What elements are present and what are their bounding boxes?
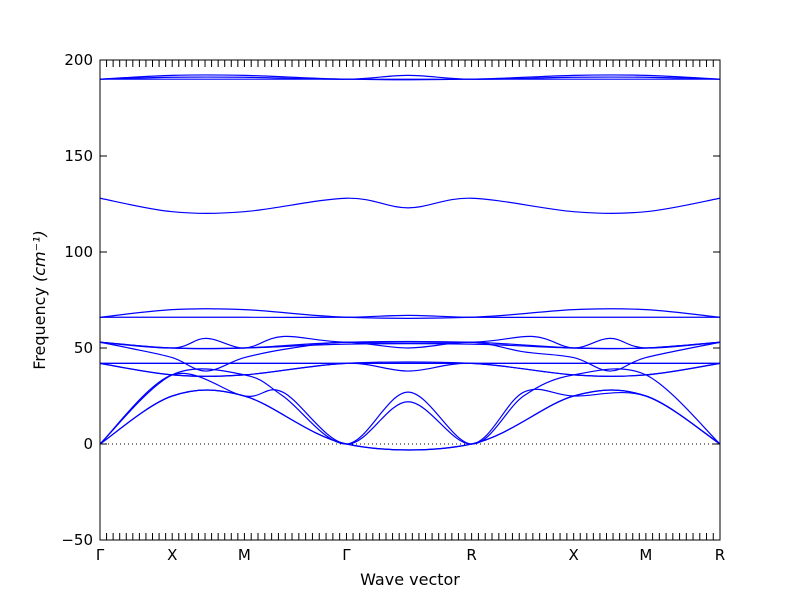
- band-line-9: [99, 341, 721, 372]
- band-line-13: [99, 308, 721, 319]
- svg-text:Frequency (cm⁻¹): Frequency (cm⁻¹): [30, 230, 49, 369]
- y-tick-label: 150: [64, 147, 93, 165]
- x-tick-label: Γ: [96, 546, 105, 564]
- x-tick-label: X: [569, 546, 579, 564]
- y-tick-label: 200: [64, 51, 93, 69]
- y-tick-label: −50: [61, 531, 93, 549]
- band-line-15: [99, 197, 721, 214]
- band-line-10: [99, 335, 721, 349]
- y-tick-label: 0: [83, 435, 93, 453]
- x-tick-label: X: [167, 546, 177, 564]
- x-tick-label: M: [238, 546, 251, 564]
- band-line-3: [99, 372, 721, 445]
- x-axis-label: Wave vector: [360, 570, 460, 589]
- x-tick-label: Γ: [342, 546, 351, 564]
- band-line-6: [99, 361, 721, 377]
- band-line-17: [99, 74, 721, 80]
- x-tick-label: R: [466, 546, 476, 564]
- band-line-12: [99, 340, 721, 350]
- y-ticks: −50 0 50 100 150 200: [61, 51, 720, 549]
- x-tick-label: R: [715, 546, 725, 564]
- y-tick-label: 50: [74, 339, 93, 357]
- series-layer: [99, 74, 721, 451]
- y-axis-label-group: Frequency (cm⁻¹): [30, 230, 49, 369]
- x-tick-label: M: [639, 546, 652, 564]
- y-axis-unit: (cm⁻¹): [30, 230, 49, 282]
- plot-frame: [99, 59, 721, 541]
- y-tick-label: 100: [64, 243, 93, 261]
- y-axis-label: Frequency: [30, 287, 49, 370]
- band-line-14: [100, 314, 720, 319]
